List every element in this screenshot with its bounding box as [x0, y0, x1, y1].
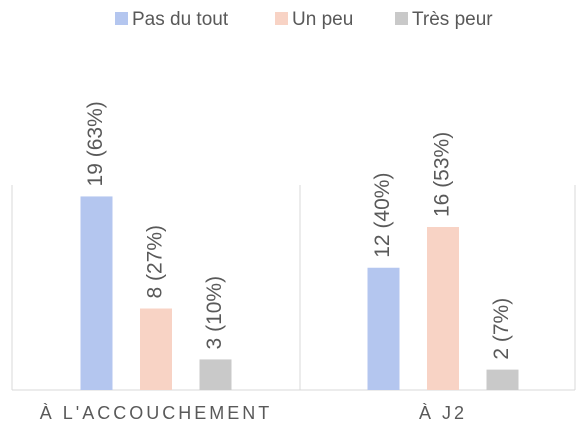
legend-swatch [275, 12, 288, 25]
value-label: 12 (40%) [371, 173, 394, 258]
legend-label: Un peu [292, 9, 353, 30]
bar [427, 227, 459, 390]
legend-label: Pas du tout [132, 9, 229, 30]
value-label: 16 (53%) [431, 132, 454, 217]
legend-swatch [115, 12, 128, 25]
bar [367, 267, 400, 390]
value-label: 8 (27%) [144, 225, 167, 299]
legend-label: Très peur [412, 9, 493, 30]
value-label: 3 (10%) [203, 276, 226, 350]
bar [486, 369, 519, 390]
value-label: 19 (63%) [84, 101, 107, 186]
x-tick-label: À L'ACCOUCHEMENT [40, 403, 272, 423]
bar [80, 196, 113, 390]
legend-swatch [395, 12, 408, 25]
value-label: 2 (7%) [490, 298, 513, 360]
bar [140, 308, 172, 390]
x-tick-label: À J2 [419, 403, 467, 423]
bar [199, 359, 232, 390]
